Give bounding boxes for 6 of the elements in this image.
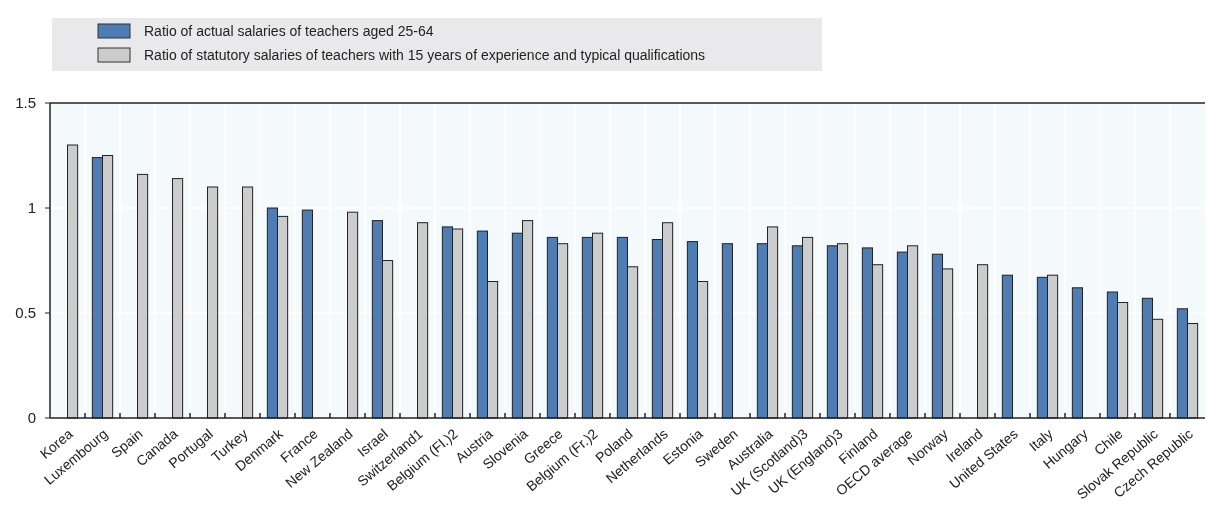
y-tick-label: 0.5 — [15, 304, 36, 322]
legend-label: Ratio of statutory salaries of teachers with 15 years of experience and typical qualifications — [144, 47, 706, 63]
y-tick-label: 0 — [27, 409, 36, 427]
y-tick-label: 1 — [27, 199, 36, 217]
y-tick-label: 1.5 — [15, 94, 36, 112]
legend-label: Ratio of actual salaries of teachers aged 25-64 — [144, 23, 434, 39]
